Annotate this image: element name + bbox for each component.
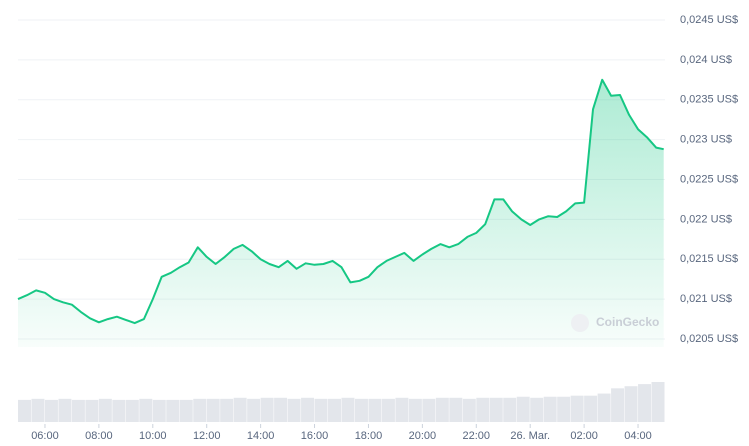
volume-bar: [260, 397, 274, 422]
volume-bar: [301, 397, 315, 422]
volume-bar: [557, 396, 571, 422]
volume-bar: [611, 388, 625, 422]
volume-bar: [651, 382, 665, 422]
x-tick-label: 18:00: [355, 430, 383, 442]
y-tick-label: 0,0225 US$: [680, 173, 738, 185]
volume-bar: [354, 398, 368, 422]
x-tick-label: 26. Mar.: [510, 430, 550, 442]
volume-bar: [489, 397, 503, 422]
volume-bar: [98, 398, 112, 422]
x-tick-label: 20:00: [409, 430, 437, 442]
volume-bar: [125, 399, 139, 422]
volume-bar: [314, 398, 328, 422]
y-tick-label: 0,0215 US$: [680, 253, 738, 265]
volume-bar: [274, 397, 288, 422]
x-tick-label: 10:00: [139, 430, 167, 442]
volume-bar: [449, 397, 463, 422]
volume-bar: [341, 397, 355, 422]
volume-bar: [44, 399, 58, 422]
y-tick-label: 0,021 US$: [680, 293, 732, 305]
volume-bar: [247, 398, 261, 422]
volume-bar: [368, 398, 382, 422]
volume-bar: [31, 398, 45, 422]
volume-bar: [543, 396, 557, 422]
volume-bar: [85, 399, 99, 422]
volume-bar: [584, 395, 598, 422]
volume-bar: [597, 393, 611, 422]
x-tick-label: 16:00: [301, 430, 329, 442]
y-tick-label: 0,0245 US$: [680, 14, 738, 26]
x-tick-label: 22:00: [463, 430, 491, 442]
price-area: [18, 79, 664, 348]
y-tick-label: 0,0235 US$: [680, 94, 738, 106]
volume-bar: [58, 398, 72, 422]
volume-bar: [287, 398, 301, 422]
volume-bar: [624, 386, 638, 422]
x-tick-label: 14:00: [247, 430, 275, 442]
volume-bar: [18, 399, 31, 422]
volume-bar: [516, 396, 530, 422]
volume-bar: [166, 399, 180, 422]
volume-bar: [570, 395, 584, 422]
price-line: [17, 78, 664, 325]
x-tick-label: 06:00: [31, 430, 59, 442]
volume-bar: [71, 399, 85, 422]
volume-bar: [462, 398, 476, 422]
volume-bar: [206, 398, 220, 422]
volume-bar: [530, 397, 544, 422]
watermark-text: CoinGecko: [596, 315, 659, 329]
volume-bar: [381, 398, 395, 422]
x-tick-label: 12:00: [193, 430, 221, 442]
volume-bar: [152, 399, 166, 422]
y-tick-label: 0,023 US$: [680, 134, 732, 146]
y-tick-label: 0,024 US$: [680, 54, 732, 66]
volume-bar: [435, 397, 449, 422]
volume-bar: [193, 398, 207, 422]
volume-bar: [503, 397, 517, 422]
watermark: CoinGecko: [571, 314, 659, 332]
volume-bar: [112, 399, 126, 422]
volume-bar: [328, 398, 341, 422]
volume-bar: [638, 384, 652, 422]
y-tick-label: 0,0205 US$: [680, 333, 738, 345]
volume-bar: [179, 399, 193, 422]
volume-bar: [139, 398, 153, 422]
x-tick-label: 08:00: [85, 430, 113, 442]
volume-bar: [395, 397, 409, 422]
volume-bar: [408, 398, 422, 422]
volume-bar: [476, 397, 490, 422]
volume-bar: [422, 398, 436, 422]
x-tick-label: 04:00: [624, 430, 652, 442]
volume-bar: [233, 397, 247, 422]
volume-bar: [220, 398, 234, 422]
x-tick-label: 02:00: [570, 430, 598, 442]
y-tick-label: 0,022 US$: [680, 213, 732, 225]
